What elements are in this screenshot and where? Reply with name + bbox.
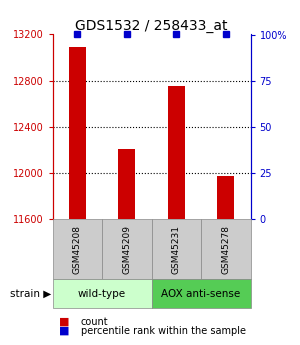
Text: GSM45209: GSM45209	[122, 225, 131, 274]
Text: percentile rank within the sample: percentile rank within the sample	[81, 326, 246, 336]
Text: GSM45208: GSM45208	[73, 225, 82, 274]
Text: wild-type: wild-type	[78, 289, 126, 298]
Text: GSM45231: GSM45231	[172, 225, 181, 274]
Bar	[217, 176, 234, 219]
Title: GDS1532 / 258433_at: GDS1532 / 258433_at	[75, 19, 228, 33]
Bar	[168, 86, 185, 219]
Text: ■: ■	[58, 326, 69, 336]
Text: AOX anti-sense: AOX anti-sense	[161, 289, 241, 298]
Text: GSM45278: GSM45278	[221, 225, 230, 274]
Text: count: count	[81, 317, 109, 326]
Text: ■: ■	[58, 317, 69, 326]
Bar	[69, 47, 86, 219]
Text: strain ▶: strain ▶	[10, 289, 51, 298]
Bar	[118, 149, 135, 219]
